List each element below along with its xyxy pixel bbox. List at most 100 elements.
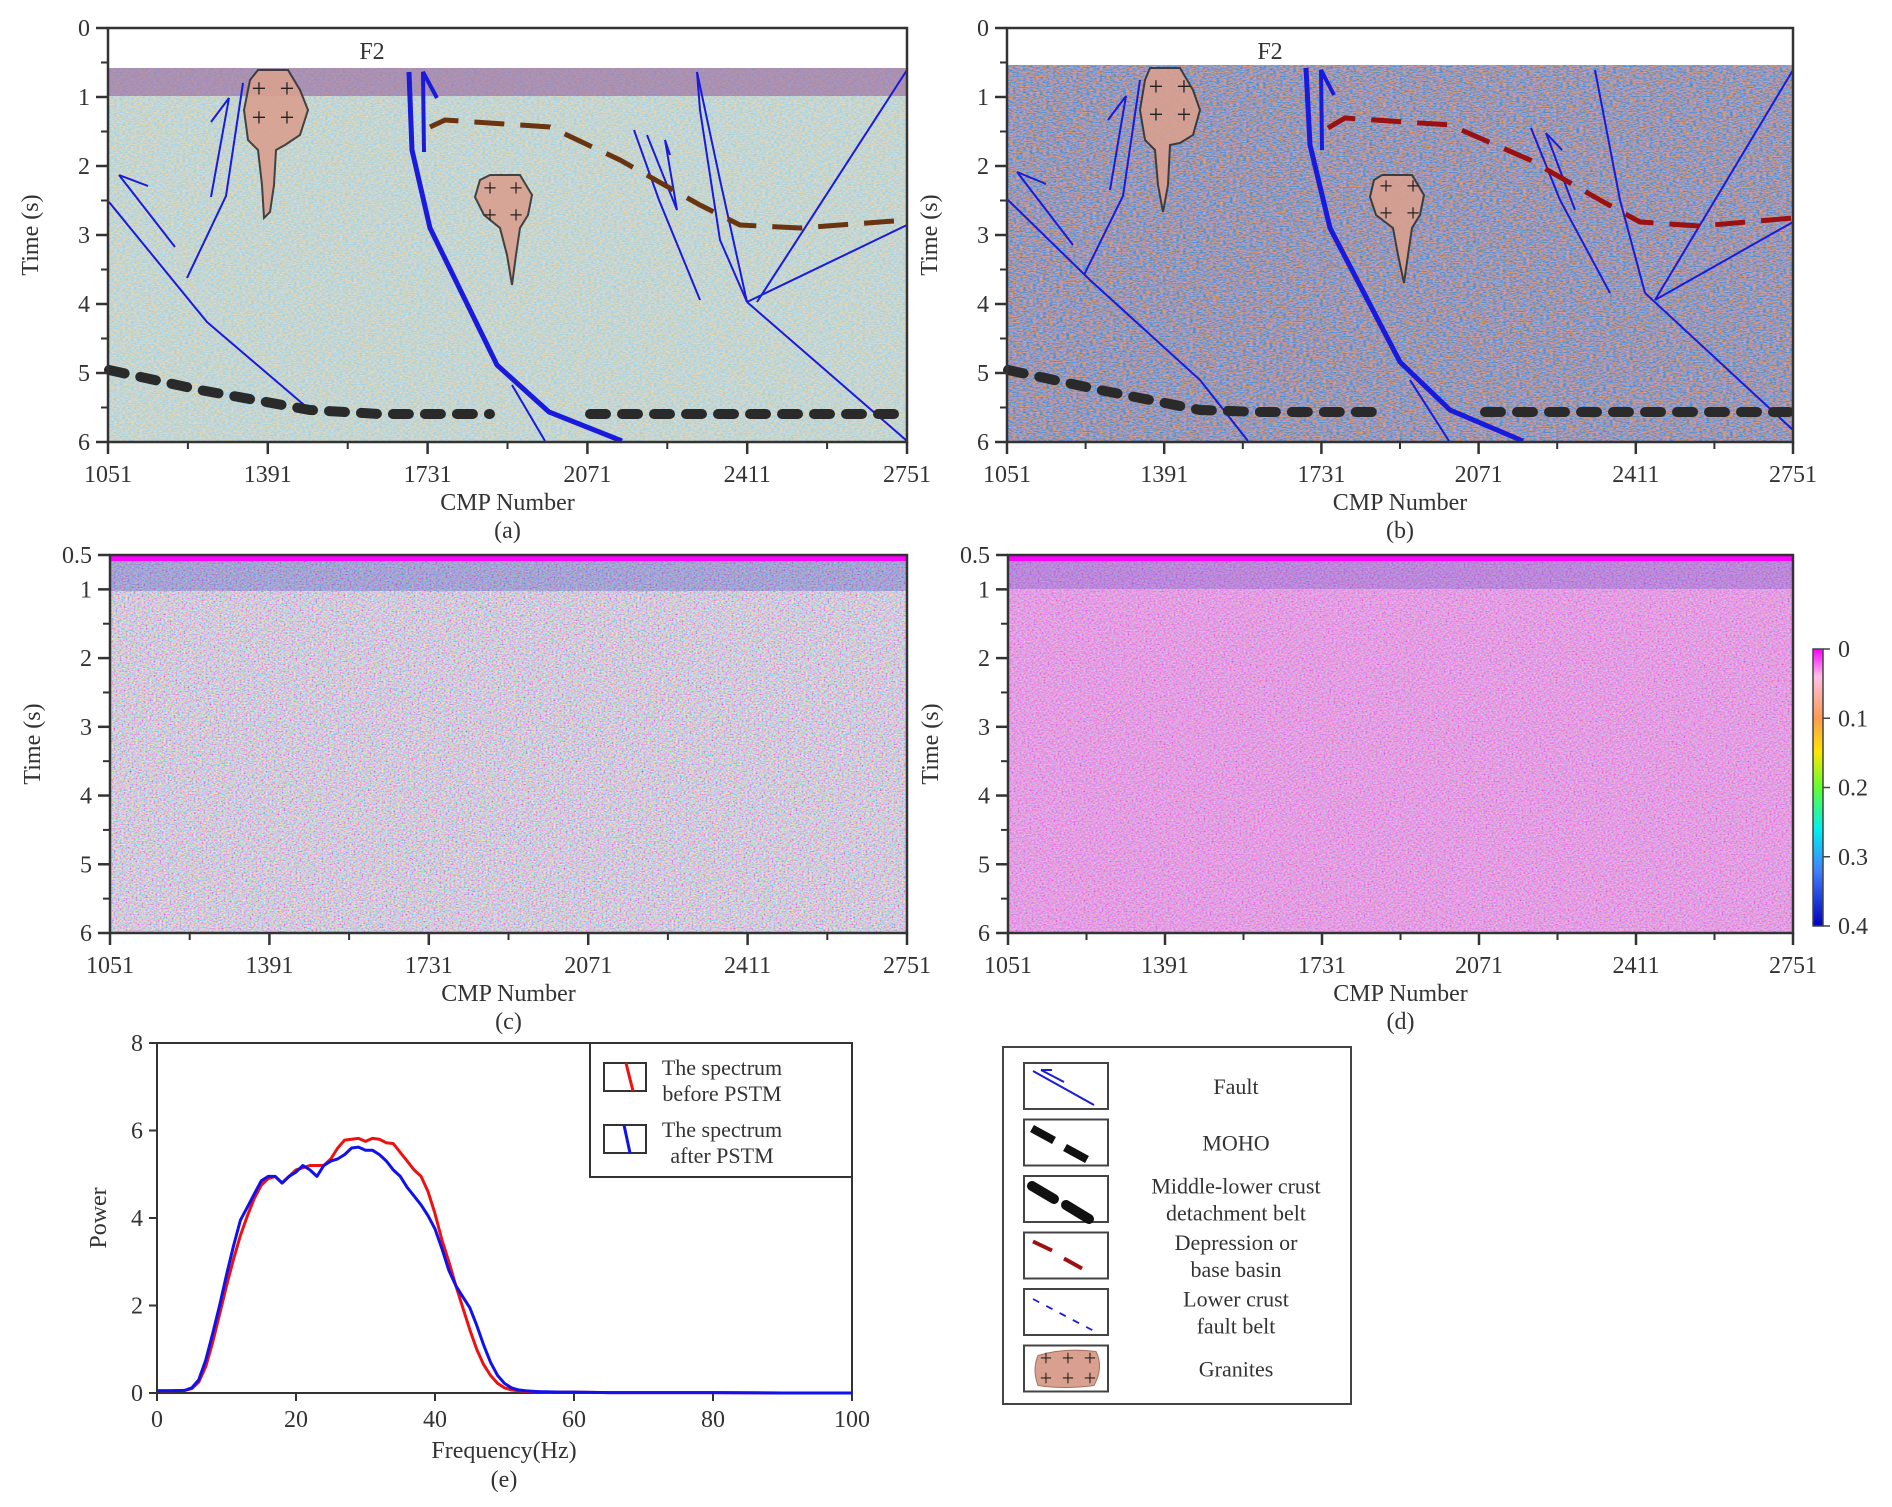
svg-text:+: + bbox=[1149, 100, 1164, 129]
lower-crust-fault-icon bbox=[1032, 1298, 1095, 1332]
legend-item-fault: Fault bbox=[1023, 1062, 1259, 1110]
x-tick-label: 2411 bbox=[1612, 462, 1659, 488]
panel-caption: (a) bbox=[494, 518, 521, 544]
legend-swatch bbox=[1023, 1231, 1109, 1280]
svg-text:+: + bbox=[483, 203, 497, 229]
panel-caption: (c) bbox=[495, 1009, 522, 1035]
y-tick-label: 6 bbox=[977, 430, 989, 456]
fault-line bbox=[1409, 379, 1450, 442]
granite-body: + + + + bbox=[242, 69, 310, 221]
svg-text:+: + bbox=[1062, 1346, 1074, 1371]
y-tick-label: 3 bbox=[977, 223, 989, 249]
panel-c-top-band bbox=[110, 555, 907, 561]
legend-swatch bbox=[1023, 1288, 1109, 1336]
y-tick-label: 0 bbox=[78, 16, 90, 42]
colorbar-tick-label: 0.4 bbox=[1838, 914, 1868, 940]
legend-item-granite: + + ++ + + Granites bbox=[1023, 1344, 1273, 1393]
x-tick-label: 2411 bbox=[1612, 953, 1659, 979]
legend-item-label: detachment belt bbox=[1166, 1201, 1306, 1226]
svg-text:+: + bbox=[1062, 1366, 1074, 1391]
x-tick-label: 1051 bbox=[86, 953, 134, 979]
y-tick-label: 5 bbox=[78, 361, 90, 387]
legend-line-before bbox=[624, 1062, 635, 1092]
x-tick-label: 100 bbox=[834, 1407, 870, 1433]
panel-caption: (b) bbox=[1386, 518, 1414, 544]
legend-item-label: Depression or bbox=[1175, 1230, 1298, 1255]
x-tick-label: 1391 bbox=[1141, 953, 1189, 979]
svg-text:+: + bbox=[1406, 201, 1420, 227]
panel-b-moho bbox=[1003, 365, 1798, 417]
colorbar-ticks: 0 0.1 0.2 0.3 0.4 bbox=[1823, 637, 1868, 940]
svg-text:+: + bbox=[1379, 174, 1393, 200]
colorbar-tick-label: 0.2 bbox=[1838, 776, 1868, 802]
fault-icon bbox=[1032, 1069, 1095, 1106]
panel-a-axes: 1051 1391 1731 2071 2411 2751 0 1 2 3 4 5 6 CMP Numbe… bbox=[18, 16, 931, 544]
panel-d-shallow-band bbox=[1008, 561, 1793, 589]
y-tick-label: 6 bbox=[978, 921, 990, 947]
y-tick-label: 4 bbox=[78, 292, 90, 318]
y-tick-label: 3 bbox=[978, 715, 990, 741]
x-tick-label: 2411 bbox=[724, 953, 771, 979]
spectrum-legend: The spectrum before PSTM The spectrum af… bbox=[589, 1042, 853, 1178]
legend-swatch bbox=[1023, 1118, 1109, 1167]
panel-a-top-band bbox=[109, 68, 906, 96]
y-tick-label: 0 bbox=[131, 1381, 143, 1407]
panel-c-axes: 1051 1391 1731 2071 2411 2751 0.5 1 2 3 4 5 6 CMP Num… bbox=[20, 543, 931, 1035]
svg-text:+: + bbox=[1149, 72, 1164, 101]
panel-caption: (d) bbox=[1387, 1009, 1415, 1035]
panel-c-attribute-texture bbox=[110, 555, 907, 933]
fault-line bbox=[186, 82, 244, 279]
x-axis-title: CMP Number bbox=[1333, 490, 1467, 516]
svg-text:+: + bbox=[280, 103, 295, 132]
spectrum-chart: 0 20 40 60 80 100 0 2 4 6 8 The spectrum before PS… bbox=[86, 1031, 870, 1493]
panel-a: + + + + + + + + F2 1051 1391 1731 2071 2411 2… bbox=[18, 16, 931, 544]
fault-line bbox=[118, 174, 176, 248]
svg-text:+: + bbox=[1177, 72, 1192, 101]
panel-c: 1051 1391 1731 2071 2411 2751 0.5 1 2 3 4 5 6 CMP Num… bbox=[20, 543, 931, 1035]
spectrum-ylabel: Power bbox=[86, 1187, 112, 1248]
y-tick-label: 1 bbox=[80, 577, 92, 603]
fault-f2 bbox=[406, 71, 623, 444]
x-tick-label: 1391 bbox=[244, 462, 292, 488]
x-tick-label: 2751 bbox=[1769, 462, 1817, 488]
spectrum-series bbox=[157, 1136, 852, 1395]
x-tick-label: 1391 bbox=[245, 953, 293, 979]
granite-body: + + + + bbox=[473, 174, 534, 286]
y-tick-label: 2 bbox=[80, 646, 92, 672]
x-axis-title: CMP Number bbox=[440, 490, 574, 516]
depression-icon bbox=[1032, 1239, 1083, 1271]
x-tick-label: 2071 bbox=[1455, 953, 1503, 979]
y-tick-label: 2 bbox=[78, 154, 90, 180]
legend-label-after-2: after PSTM bbox=[670, 1143, 773, 1168]
fault-line bbox=[108, 201, 311, 411]
y-tick-label: 2 bbox=[131, 1294, 143, 1320]
svg-text:+: + bbox=[1040, 1346, 1052, 1371]
y-tick-label: 1 bbox=[977, 85, 989, 111]
fault-line bbox=[1083, 79, 1141, 276]
y-tick-label: 1 bbox=[978, 577, 990, 603]
panel-b-basin-line bbox=[1326, 115, 1794, 229]
fault-line bbox=[1016, 171, 1074, 246]
y-tick-label: 0 bbox=[977, 16, 989, 42]
granite-body: + + + + bbox=[1138, 67, 1202, 213]
fault-line bbox=[633, 129, 701, 301]
granite-body: + + + + bbox=[1368, 174, 1426, 284]
y-tick-label: 6 bbox=[78, 430, 90, 456]
legend-item-label: Lower crust bbox=[1183, 1287, 1289, 1312]
x-tick-label: 2071 bbox=[563, 462, 611, 488]
svg-text:+: + bbox=[1084, 1366, 1096, 1391]
colorbar-tick-label: 0.1 bbox=[1838, 706, 1868, 732]
y-axis-title: Time (s) bbox=[20, 703, 46, 784]
svg-text:+: + bbox=[1379, 201, 1393, 227]
svg-text:+: + bbox=[252, 74, 267, 103]
panel-d-top-band bbox=[1008, 555, 1793, 561]
x-tick-label: 1051 bbox=[84, 462, 132, 488]
x-tick-label: 1731 bbox=[1298, 953, 1346, 979]
panel-a-faults bbox=[108, 69, 908, 442]
y-tick-label: 8 bbox=[131, 1031, 143, 1057]
x-tick-label: 1731 bbox=[404, 462, 452, 488]
x-tick-label: 2751 bbox=[883, 953, 931, 979]
